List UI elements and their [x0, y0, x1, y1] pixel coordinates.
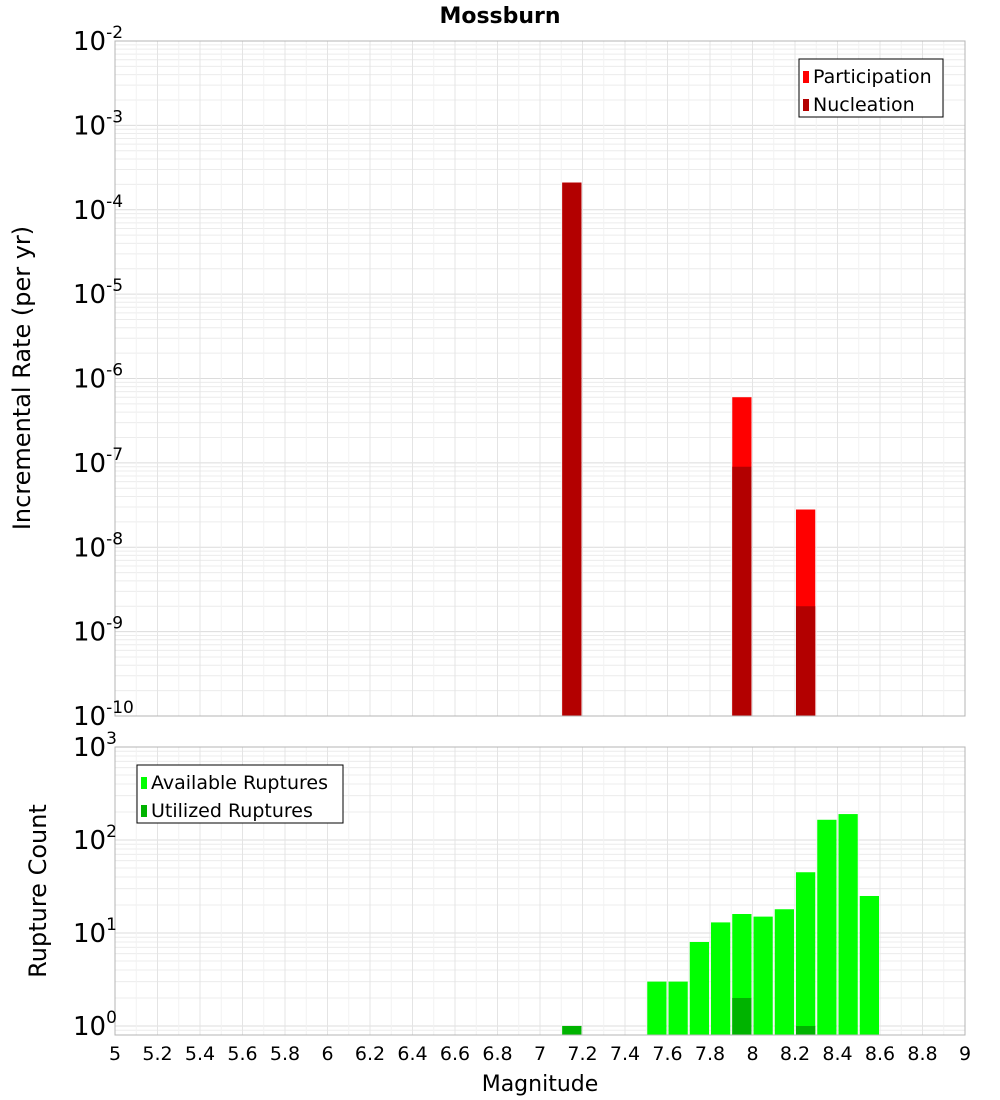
legend-box	[136, 764, 344, 824]
y-tick-labels: 10-10 10-9 10-8 10-7 10-6 10-5 10-4 10-3 10-2	[73, 23, 134, 732]
x-tick-label: 5.6	[227, 1043, 257, 1065]
y-axis-label: Incremental Rate (per yr)	[8, 226, 36, 530]
x-tick-label: 5.4	[185, 1043, 215, 1065]
x-tick-label: 8.8	[907, 1043, 937, 1065]
y-tick-label: 10-8	[73, 529, 123, 563]
bar-available-ruptures	[647, 981, 667, 1035]
plot-border	[114, 746, 966, 1036]
bar-available-ruptures	[859, 895, 879, 1035]
x-tick-label: 7.4	[610, 1043, 640, 1065]
legend-label: Nucleation	[813, 94, 915, 116]
x-tick-label: 7.2	[567, 1043, 597, 1065]
x-tick-label: 7.8	[695, 1043, 725, 1065]
y-tick-label: 101	[73, 915, 117, 949]
x-tick-label: 8.6	[865, 1043, 895, 1065]
legend-label: Available Ruptures	[151, 772, 328, 794]
legend-label: Participation	[813, 66, 932, 88]
bar-available-ruptures	[753, 916, 773, 1035]
bar-available-ruptures	[711, 922, 731, 1035]
y-tick-label: 103	[73, 729, 117, 763]
y-axis-label: Rupture Count	[24, 804, 52, 978]
x-tick-label: 7	[534, 1043, 546, 1065]
x-tick-label: 5.2	[142, 1043, 172, 1065]
y-tick-label: 10-4	[73, 192, 123, 226]
x-tick-label: 9	[959, 1043, 971, 1065]
x-tick-label: 8	[746, 1043, 758, 1065]
bar-nucleation	[796, 606, 816, 716]
rate-plot: 10-10 10-9 10-8 10-7 10-6 10-5 10-4 10-3 10-2 Inc…	[8, 23, 966, 732]
bar-utilized-ruptures	[796, 1025, 816, 1035]
bar-available-ruptures	[796, 872, 816, 1035]
x-axis-label: Magnitude	[482, 1072, 599, 1097]
legend: Participation Nucleation	[798, 58, 944, 118]
x-tick-label: 5	[109, 1043, 121, 1065]
y-tick-labels: 100 101 102 103	[73, 729, 117, 1042]
x-tick-label: 6.4	[397, 1043, 427, 1065]
rupture-count-plot: 100 101 102 103 Rupture Count Available Ruptu…	[24, 729, 966, 1042]
y-tick-label: 10-9	[73, 614, 123, 648]
gridlines	[114, 40, 966, 717]
bar-available-ruptures	[668, 981, 688, 1035]
bar-nucleation	[732, 466, 752, 716]
legend-swatch	[803, 99, 809, 111]
bar-nucleation	[562, 182, 582, 716]
legend-swatch	[141, 805, 147, 817]
chart-title: Mossburn	[439, 4, 560, 29]
y-tick-label: 10-10	[73, 698, 134, 732]
y-tick-label: 10-5	[73, 276, 123, 310]
y-tick-label: 10-6	[73, 361, 123, 395]
x-tick-label: 6.6	[440, 1043, 470, 1065]
bar-available-ruptures	[838, 814, 858, 1035]
bar-available-ruptures	[817, 819, 837, 1035]
y-tick-label: 102	[73, 822, 117, 856]
x-tick-label: 8.4	[822, 1043, 852, 1065]
plot-border	[114, 40, 966, 717]
x-tick-label: 6	[321, 1043, 333, 1065]
bars	[562, 182, 816, 716]
bar-utilized-ruptures	[562, 1025, 582, 1035]
legend-box	[798, 58, 944, 118]
y-tick-label: 10-2	[73, 23, 123, 57]
legend-label: Utilized Ruptures	[151, 800, 313, 822]
y-tick-label: 100	[73, 1008, 117, 1042]
x-tick-label: 6.2	[355, 1043, 385, 1065]
x-tick-label: 7.6	[652, 1043, 682, 1065]
legend-swatch	[141, 777, 147, 789]
bar-available-ruptures	[689, 942, 709, 1035]
bars	[562, 814, 879, 1035]
legend: Available Ruptures Utilized Ruptures	[136, 764, 344, 824]
bar-utilized-ruptures	[732, 997, 752, 1035]
y-tick-label: 10-3	[73, 107, 123, 141]
y-tick-label: 10-7	[73, 445, 123, 479]
x-tick-label: 8.2	[780, 1043, 810, 1065]
bar-available-ruptures	[774, 909, 794, 1035]
x-tick-label: 5.8	[270, 1043, 300, 1065]
x-tick-label: 6.8	[482, 1043, 512, 1065]
legend-swatch	[803, 71, 809, 83]
magnitude-axis: 5 5.2 5.4 5.6 5.8 6 6.2 6.4 6.6 6.8 7 7.2 7.4 7.6 7.8 8…	[109, 1043, 971, 1065]
